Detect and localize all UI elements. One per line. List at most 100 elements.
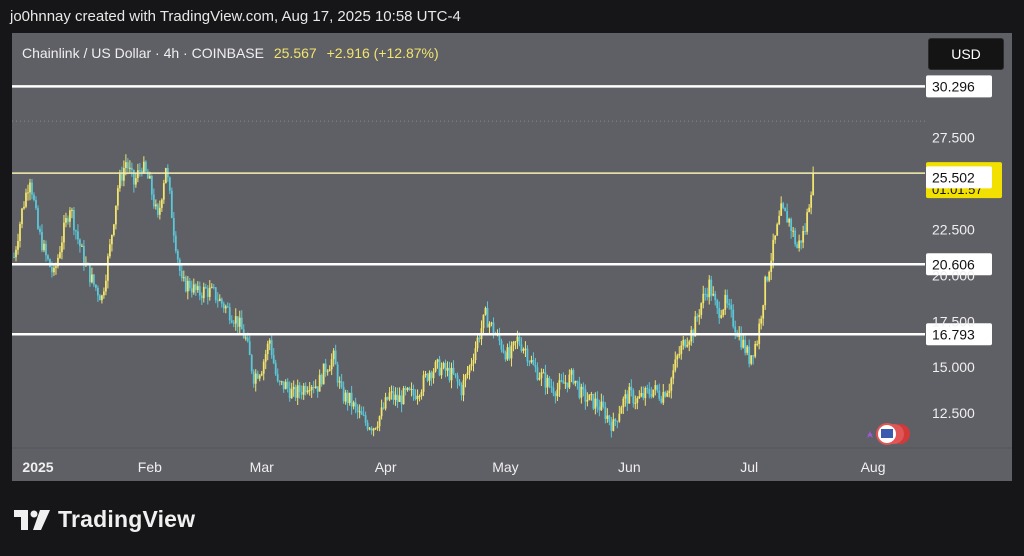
candle-body (660, 398, 663, 403)
candle-body (414, 395, 417, 400)
price-tick-label: 22.500 (932, 221, 975, 237)
level-price-label-bg (926, 323, 992, 346)
candle-body (778, 215, 781, 225)
level-price-label: 30.296 (932, 78, 975, 94)
candle-body (638, 396, 641, 399)
candle-body (318, 374, 321, 392)
candle-body (101, 295, 103, 301)
candle-body (270, 340, 273, 356)
candle-body (744, 339, 747, 353)
candle-body (524, 348, 527, 350)
candle-body (342, 387, 345, 402)
candle-body (684, 339, 687, 347)
candle-body (150, 175, 153, 195)
candle-body (268, 340, 271, 344)
candle-body (316, 386, 319, 392)
candle-body (432, 371, 435, 379)
candle-body (668, 390, 671, 393)
time-tick-label: Aug (861, 459, 886, 475)
candle-body (604, 406, 607, 419)
candle-body (112, 224, 115, 236)
candle-body (774, 235, 777, 240)
candle-body (606, 415, 609, 419)
candle-body (266, 343, 269, 355)
candle-body (428, 372, 431, 381)
candle-body (540, 372, 543, 379)
candle-body (486, 307, 489, 328)
tradingview-logo[interactable]: TradingView (14, 506, 195, 533)
candle-body (590, 393, 593, 395)
candle-body (528, 361, 531, 363)
candle-body (592, 393, 595, 409)
chart-credit: jo0hnnay created with TradingView.com, A… (10, 8, 461, 25)
candle-body (656, 385, 659, 391)
candle-body (710, 279, 713, 296)
candle-body (334, 350, 337, 365)
candle-body (328, 369, 331, 372)
candle-body (412, 389, 415, 396)
candle-body (788, 218, 791, 223)
candle-body (676, 355, 679, 360)
candle-body (632, 390, 635, 404)
candle-body (734, 326, 737, 333)
candle-body (792, 230, 795, 232)
candle-body (238, 317, 241, 327)
candle-body (690, 330, 693, 342)
candle-body (644, 388, 647, 399)
candle-body (620, 407, 623, 414)
candle-body (720, 315, 723, 318)
candle-body (236, 316, 239, 327)
candle-body (106, 256, 109, 281)
candle-body (182, 277, 185, 279)
candle-body (99, 295, 101, 301)
candle-body (164, 168, 167, 184)
candle-body (722, 309, 725, 316)
candle-body (538, 378, 541, 380)
symbol-change: +2.916 (+12.87%) (326, 45, 439, 61)
candle-body (580, 386, 583, 398)
candle-body (108, 244, 111, 257)
candle-body (384, 397, 387, 409)
candle-body (688, 341, 691, 345)
candle-body (200, 295, 203, 299)
candle-body (126, 162, 129, 169)
candle-body (546, 377, 549, 388)
candle-body (304, 385, 307, 393)
currency-button[interactable]: USD (928, 38, 1004, 70)
candle-body (702, 293, 705, 304)
chart-grid (12, 120, 1012, 449)
candle-body (188, 280, 191, 289)
candle-body (672, 370, 675, 379)
candle-body (356, 406, 359, 413)
candle-body (282, 381, 285, 390)
symbol-price: 25.567 (273, 45, 317, 61)
candle-body (220, 298, 223, 304)
candle-body (666, 392, 669, 397)
candle-body (124, 162, 127, 168)
candle-body (324, 363, 327, 372)
candle-body (390, 391, 393, 393)
candle-body (618, 413, 621, 422)
price-tick-label: 12.500 (932, 405, 975, 421)
candlestick-series (13, 154, 815, 438)
candle-body (570, 370, 573, 375)
candle-body (206, 288, 209, 297)
candle-body (35, 200, 37, 209)
candle-body (642, 392, 645, 399)
candle-body (322, 363, 325, 385)
symbol-legend[interactable]: Chainlink / US Dollar · 4h · COINBASE 25… (22, 45, 439, 61)
candle-body (298, 385, 301, 393)
candle-body (296, 385, 299, 398)
candle-body (232, 322, 235, 324)
candle-body (198, 286, 201, 296)
star-icon (867, 431, 873, 438)
candle-body (588, 394, 591, 401)
candle-body (460, 384, 463, 396)
candle-body (246, 337, 249, 342)
candle-body (450, 367, 453, 381)
candle-body (214, 287, 217, 301)
candle-body (786, 211, 789, 223)
